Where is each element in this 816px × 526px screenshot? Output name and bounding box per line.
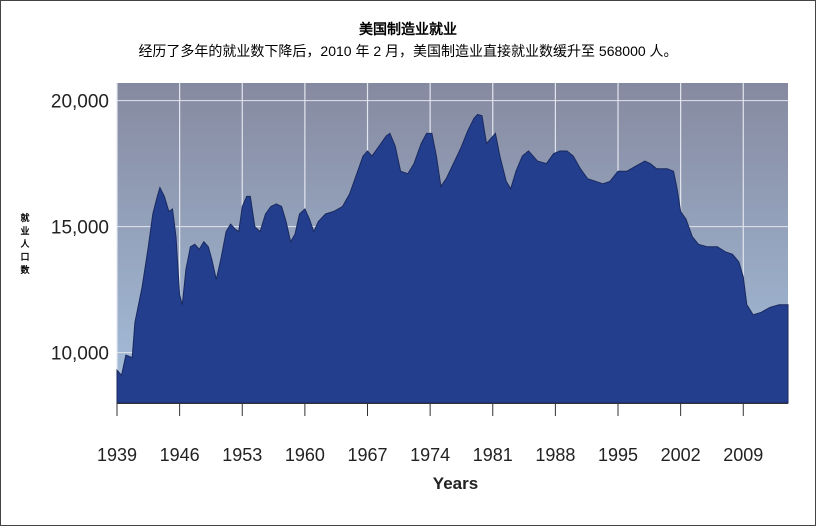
y-axis-label: 就业人口数 xyxy=(18,212,32,277)
x-tick-label: 1960 xyxy=(285,445,325,465)
y-axis-ticks: 10,000 15,000 20,000 xyxy=(51,92,109,365)
y-tick-label: 10,000 xyxy=(51,344,109,365)
x-tick-label: 2009 xyxy=(723,445,763,465)
x-tick-label: 1939 xyxy=(97,445,137,465)
x-axis-ticks: 1939 1946 1953 1960 1967 1974 1981 1988 1995 2002… xyxy=(97,403,763,465)
y-axis-label-char: 口 xyxy=(20,252,30,262)
x-tick-label: 1974 xyxy=(410,445,450,465)
y-axis-label-char: 业 xyxy=(20,226,30,236)
chart-subtitle: 经历了多年的就业数下降后，2010 年 2 月，美国制造业直接就业数缓升至 56… xyxy=(138,43,678,59)
chart-title: 美国制造业就业 xyxy=(359,21,457,37)
y-axis-label-char: 就 xyxy=(20,213,30,223)
y-axis-label-char: 人 xyxy=(20,239,30,249)
x-tick-label: 1988 xyxy=(535,445,575,465)
employment-area xyxy=(116,113,789,404)
x-tick-label: 1967 xyxy=(347,445,387,465)
y-axis-label-char: 数 xyxy=(20,265,30,275)
x-tick-label: 1953 xyxy=(222,445,262,465)
x-tick-label: 1981 xyxy=(473,445,513,465)
y-tick-label: 15,000 xyxy=(51,218,109,239)
x-axis-label: Years xyxy=(433,474,478,493)
y-tick-label: 20,000 xyxy=(51,92,109,113)
x-tick-label: 2002 xyxy=(661,445,701,465)
x-tick-label: 1995 xyxy=(598,445,638,465)
x-tick-label: 1946 xyxy=(160,445,200,465)
